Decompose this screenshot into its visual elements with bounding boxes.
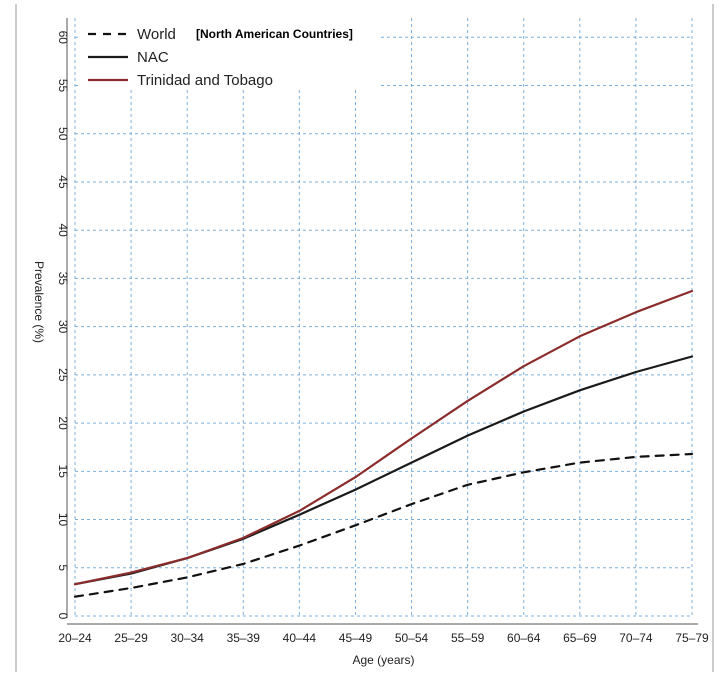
- x-tick-label: 55–59: [451, 631, 485, 645]
- y-tick-label: 50: [56, 127, 70, 141]
- x-axis-label: Age (years): [352, 653, 414, 667]
- legend: World NAC Trinidad and Tobago: [80, 18, 380, 89]
- y-tick-label: 45: [56, 175, 70, 189]
- x-tick-label: 35–39: [227, 631, 261, 645]
- x-tick-label: 50–54: [395, 631, 429, 645]
- y-tick-label: 55: [56, 79, 70, 93]
- plot-frame: [15, 4, 714, 672]
- y-tick-label: 10: [56, 513, 70, 527]
- y-tick-label: 5: [56, 564, 70, 571]
- y-tick-label: 0: [56, 613, 70, 620]
- x-tick-label: 40–44: [283, 631, 317, 645]
- grid: [74, 18, 693, 617]
- legend-note: [North American Countries]: [196, 27, 353, 41]
- y-tick-label: 30: [56, 320, 70, 334]
- x-tick-label: 20–24: [58, 631, 92, 645]
- x-tick-labels: 20–24 25–29 30–34 35–39 40–44 45–49 50–54 55–59…: [58, 631, 709, 645]
- y-tick-label: 40: [56, 224, 70, 238]
- x-tick-label: 60–64: [507, 631, 541, 645]
- x-tick-label: 30–34: [170, 631, 204, 645]
- x-tick-label: 45–49: [339, 631, 373, 645]
- y-axis-label: Prevalence (%): [32, 261, 46, 343]
- series-line-world: [73, 452, 694, 598]
- x-tick-label: 70–74: [619, 631, 653, 645]
- y-tick-label: 35: [56, 272, 70, 286]
- x-tick-label: 65–69: [563, 631, 597, 645]
- legend-entry: World: [137, 26, 176, 43]
- x-tick-label: 75–79: [675, 631, 709, 645]
- y-tick-label: 20: [56, 416, 70, 430]
- x-tick-label: 25–29: [114, 631, 148, 645]
- y-tick-label: 15: [56, 465, 70, 479]
- y-tick-labels: 0 5 10 15 20 25 30 35 40 45 50 55 60: [56, 31, 70, 620]
- y-tick-label: 25: [56, 368, 70, 382]
- series-line-trinidad-and-tobago: [73, 289, 694, 586]
- series-lines: [73, 289, 694, 598]
- legend-entry: Trinidad and Tobago: [137, 72, 273, 89]
- legend-background: [80, 18, 380, 88]
- legend-entry: NAC: [137, 49, 169, 66]
- y-tick-label: 60: [56, 31, 70, 45]
